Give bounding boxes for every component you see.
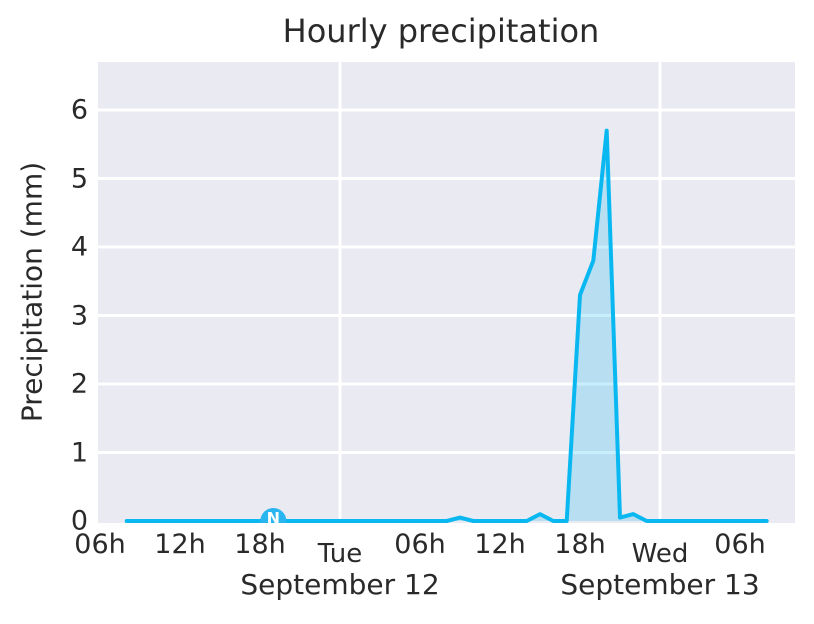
y-tick-label: 6 (70, 94, 88, 126)
x-tick-label: 06h (394, 529, 446, 560)
y-tick-label: 1 (70, 437, 88, 468)
x-tick-label: 18h (234, 529, 286, 560)
y-tick-label: 0 (70, 505, 88, 537)
plot-area: N (98, 62, 795, 523)
y-axis-label: Precipitation (mm) (15, 161, 49, 423)
y-tick-label: 5 (70, 163, 88, 194)
y-tick-label: 3 (70, 300, 88, 331)
x-tick-label: 12h (154, 529, 206, 560)
x-tick-label: 06h (714, 529, 766, 560)
precipitation-line (124, 128, 769, 523)
x-tick-label: Wed (631, 539, 689, 569)
x-tick-label: 06h (74, 529, 126, 560)
precipitation-area (126, 130, 767, 521)
n-event-marker (260, 508, 287, 523)
x-tick-label: Tue (317, 539, 363, 569)
chart-svg: N (98, 62, 795, 523)
date-label: September 12 (240, 568, 440, 601)
chart-title: Hourly precipitation (282, 12, 600, 50)
x-tick-label: 18h (554, 529, 606, 560)
x-tick-label: 12h (474, 529, 526, 560)
date-label: September 13 (560, 568, 760, 601)
n-marker-label: N (267, 509, 280, 524)
y-tick-label: 2 (70, 368, 88, 400)
y-tick-label: 4 (70, 231, 88, 263)
